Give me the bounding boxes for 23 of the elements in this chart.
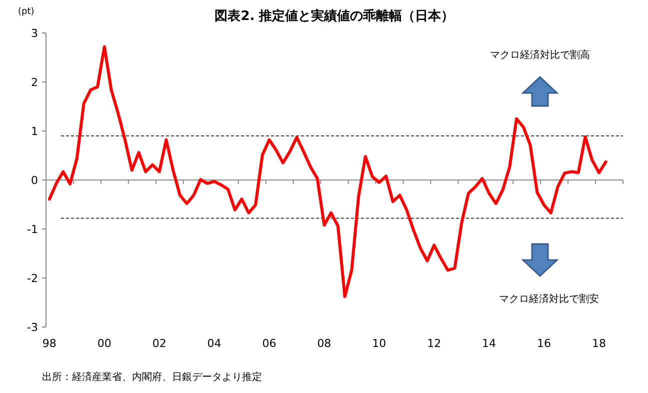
text: 出所：経済産業省、内閣府、日銀データより推定 xyxy=(42,371,262,383)
y-tick-label: 3 xyxy=(31,27,38,40)
x-tick-label: 18 xyxy=(592,337,606,350)
y-axis-title: (pt) xyxy=(18,7,34,17)
x-tick-label: 98 xyxy=(42,337,56,350)
annotation: マクロ経済対比で割高 xyxy=(490,49,590,61)
x-tick-label: 16 xyxy=(537,337,552,350)
x-tick-label: 06 xyxy=(262,337,276,350)
x-tick-label: 00 xyxy=(97,337,112,350)
y-tick-label: -3 xyxy=(27,321,38,334)
y-tick-label: -2 xyxy=(27,272,38,285)
x-tick-label: 14 xyxy=(482,337,496,350)
x-tick-label: 10 xyxy=(372,337,386,350)
x-tick-label: 04 xyxy=(207,337,222,350)
y-tick-label: 2 xyxy=(31,76,38,89)
y-tick-label: 0 xyxy=(31,174,38,187)
y-tick-label: 1 xyxy=(31,125,38,138)
y-tick-label: -1 xyxy=(27,223,38,236)
x-tick-label: 08 xyxy=(317,337,332,350)
x-tick-label: 02 xyxy=(152,337,166,350)
annotation: マクロ経済対比で割安 xyxy=(499,293,599,305)
chart-title: 図表2. 推定値と実績値の乖離幅（日本） xyxy=(214,8,454,24)
x-tick-label: 12 xyxy=(427,337,442,350)
